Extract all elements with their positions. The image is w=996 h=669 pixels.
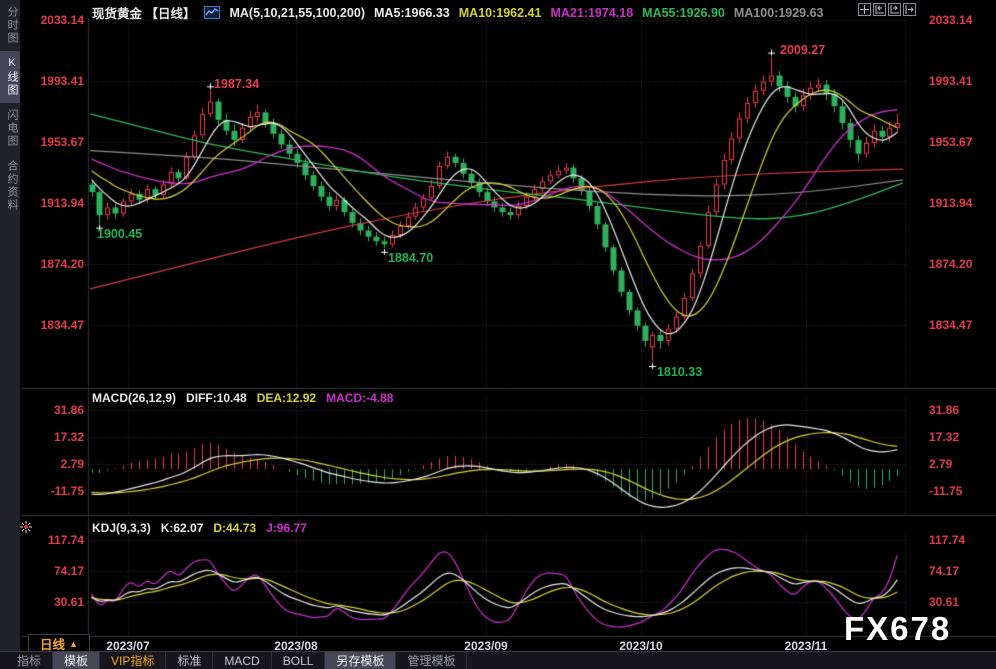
compress-axis-icon[interactable] bbox=[873, 3, 886, 16]
macd-axis-label-right: 17.32 bbox=[929, 430, 960, 444]
kdj-axis-label-left: 30.61 bbox=[53, 595, 84, 609]
kdj-d-value: D:44.73 bbox=[213, 521, 257, 535]
price-axis-label-left: 2033.14 bbox=[40, 13, 84, 27]
macd-axis-label-right: -11.75 bbox=[929, 483, 963, 498]
chevron-up-icon: ▲ bbox=[69, 638, 78, 649]
kdj-axis-label-right: 30.61 bbox=[929, 595, 960, 609]
tab-boll[interactable]: BOLL bbox=[272, 652, 326, 669]
date-axis-label: 2023/11 bbox=[784, 639, 828, 653]
tab-macd[interactable]: MACD bbox=[213, 652, 272, 669]
kdj-k-value: K:62.07 bbox=[160, 521, 204, 535]
kdj-axis-label-right: 117.74 bbox=[929, 533, 966, 547]
chart-toolbar bbox=[858, 3, 916, 16]
indicator-settings-icon[interactable] bbox=[20, 520, 32, 538]
price-annotation: 2009.27 bbox=[780, 43, 826, 57]
price-axis-label-left: 1953.67 bbox=[40, 134, 84, 149]
price-annotation: 1810.33 bbox=[657, 365, 703, 379]
kdj-header: KDJ(9,3,3) K:62.07 D:44.73 J:96.77 bbox=[92, 521, 307, 535]
tab-vip-indicators[interactable]: VIP指标 bbox=[100, 652, 167, 669]
price-axis-label-right: 1834.47 bbox=[929, 317, 973, 332]
date-axis-label: 2023/09 bbox=[464, 639, 508, 653]
macd-axis-label-left: -11.75 bbox=[50, 483, 84, 498]
price-annotation: 1884.70 bbox=[388, 251, 434, 265]
macd-params: MACD(26,12,9) bbox=[92, 391, 177, 405]
sidebar-item-kline[interactable]: K线图 bbox=[0, 51, 20, 103]
price-axis-label-right: 2033.14 bbox=[929, 13, 973, 27]
ma10-value: MA10:1962.41 bbox=[458, 5, 542, 20]
tab-manage-template[interactable]: 管理模板 bbox=[396, 652, 468, 669]
kdj-params: KDJ(9,3,3) bbox=[92, 521, 151, 535]
macd-header: MACD(26,12,9) DIFF:10.48 DEA:12.92 MACD:… bbox=[92, 391, 393, 405]
price-axis-label-left: 1874.20 bbox=[40, 256, 84, 271]
macd-axis-label-left: 31.86 bbox=[53, 403, 84, 417]
macd-diff-value: DIFF:10.48 bbox=[186, 391, 247, 405]
tab-save-template[interactable]: 另存模板 bbox=[325, 652, 397, 669]
macd-dea-value: DEA:12.92 bbox=[256, 391, 317, 405]
chart-header: 现货黄金 【日线】 MA(5,10,21,55,100,200) MA5:196… bbox=[92, 3, 824, 22]
macd-axis-label-left: 17.32 bbox=[53, 430, 84, 444]
date-axis-label: 2023/07 bbox=[106, 639, 150, 653]
ma55-value: MA55:1926.90 bbox=[642, 5, 725, 20]
price-axis-label-right: 1913.94 bbox=[929, 195, 973, 210]
period-label: 日线 bbox=[40, 638, 66, 652]
sidebar-item-contract-info[interactable]: 合约资料 bbox=[6, 160, 18, 212]
line-chart-icon[interactable] bbox=[204, 6, 221, 19]
kdj-axis-label-right: 74.17 bbox=[929, 564, 960, 578]
price-axis-label-right: 1874.20 bbox=[929, 256, 973, 271]
tab-indicators[interactable]: 指标 bbox=[6, 652, 54, 669]
kdj-axis-label-left: 74.17 bbox=[53, 564, 84, 578]
macd-axis-label-right: 31.86 bbox=[929, 403, 960, 417]
sidebar-item-timeshare[interactable]: 分时图 bbox=[6, 6, 18, 45]
tab-standard[interactable]: 标准 bbox=[166, 652, 214, 669]
date-axis-label: 2023/08 bbox=[274, 639, 318, 653]
watermark-logo: FX678 bbox=[844, 610, 952, 647]
kdj-axis-label-left: 117.74 bbox=[47, 533, 84, 547]
tab-template[interactable]: 模板 bbox=[53, 652, 101, 669]
macd-axis-label-right: 2.79 bbox=[929, 456, 953, 471]
ma5-value: MA5:1966.33 bbox=[374, 5, 450, 20]
price-annotation: 1987.34 bbox=[214, 77, 260, 91]
macd-value: MACD:-4.88 bbox=[326, 391, 394, 405]
ma21-value: MA21:1974.18 bbox=[550, 5, 634, 20]
ma100-value: MA100:1929.63 bbox=[733, 5, 824, 20]
symbol-title: 现货黄金 【日线】 bbox=[92, 7, 196, 21]
kdj-j-value: J:96.77 bbox=[266, 521, 307, 535]
crosshair-icon[interactable] bbox=[858, 3, 871, 16]
ma-params-label: MA(5,10,21,55,100,200) bbox=[229, 5, 365, 20]
price-axis-label-left: 1913.94 bbox=[40, 195, 84, 210]
price-axis-label-left: 1834.47 bbox=[40, 317, 84, 332]
price-annotation: 1900.45 bbox=[97, 227, 143, 241]
shift-right-icon[interactable] bbox=[903, 3, 916, 16]
macd-axis-label-left: 2.79 bbox=[60, 456, 84, 471]
price-axis-label-right: 1993.41 bbox=[929, 73, 973, 88]
price-axis-label-left: 1993.41 bbox=[40, 73, 84, 88]
sidebar-item-lightning[interactable]: 闪电图 bbox=[6, 109, 18, 148]
bottom-tab-bar: 指标 模板 VIP指标 标准 MACD BOLL 另存模板 管理模板 bbox=[0, 651, 996, 669]
price-axis-label-right: 1953.67 bbox=[929, 134, 973, 149]
date-axis-label: 2023/10 bbox=[619, 639, 663, 653]
expand-axis-icon[interactable] bbox=[888, 3, 901, 16]
chart-type-sidebar: 分时图 K线图 闪电图 合约资料 bbox=[0, 0, 21, 652]
